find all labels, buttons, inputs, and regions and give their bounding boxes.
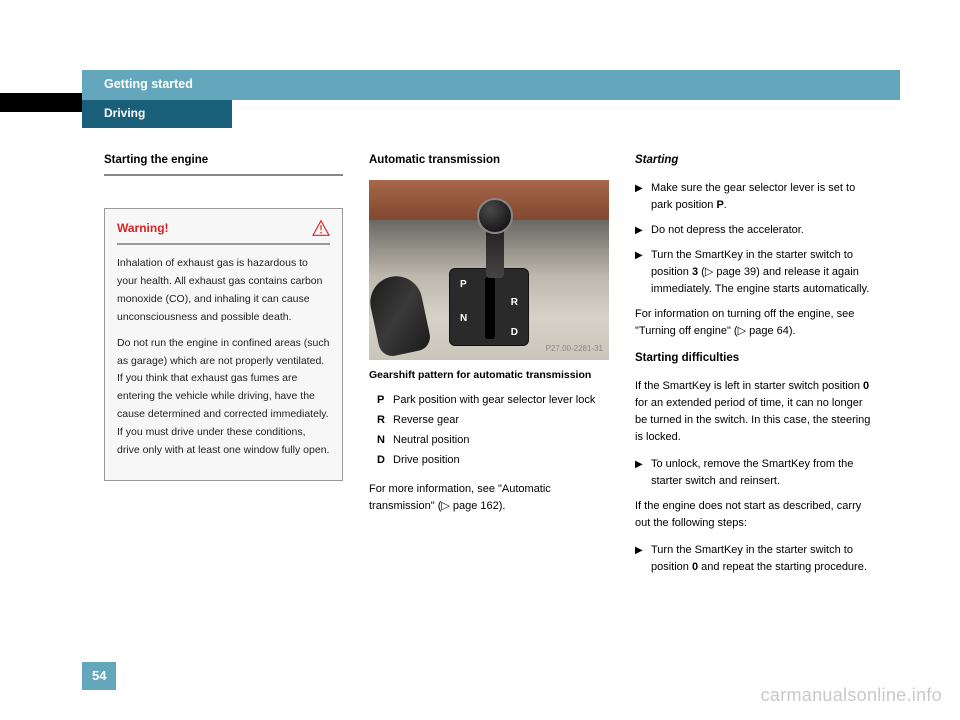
page-header: Getting started Driving — [82, 70, 900, 128]
column-3: Starting ▶ Make sure the gear selector l… — [635, 152, 874, 584]
info-para: For information on turning off the engin… — [635, 306, 874, 340]
warning-box: Warning! Inhalation of exhaust gas is ha… — [104, 208, 343, 481]
step-text: Do not depress the accelerator. — [651, 222, 874, 239]
def-val: Neutral position — [393, 432, 469, 449]
warning-p2: Do not run the engine in confined areas … — [117, 335, 330, 460]
step-text: Make sure the gear selector lever is set… — [651, 180, 874, 214]
gear-d-icon: D — [511, 325, 518, 341]
def-key: P — [377, 392, 393, 409]
col1-heading: Starting the engine — [104, 152, 343, 176]
def-row: R Reverse gear — [377, 412, 609, 429]
chapter-title: Getting started — [82, 70, 900, 100]
def-row: N Neutral position — [377, 432, 609, 449]
step-item: ▶ To unlock, remove the SmartKey from th… — [635, 456, 874, 490]
gear-r-icon: R — [511, 295, 518, 311]
def-key: D — [377, 452, 393, 469]
watermark: carmanualsonline.info — [761, 682, 942, 710]
def-row: D Drive position — [377, 452, 609, 469]
triangle-icon: ▶ — [635, 542, 651, 576]
gear-definitions: P Park position with gear selector lever… — [377, 392, 609, 469]
gear-p-icon: P — [460, 277, 467, 293]
step-item: ▶ Turn the SmartKey in the starter switc… — [635, 247, 874, 298]
content-area: Starting the engine Warning! Inhalation … — [104, 152, 874, 584]
step-text: Turn the SmartKey in the starter switch … — [651, 542, 874, 576]
image-ref: P27.00-2281-31 — [546, 343, 603, 355]
warning-icon — [312, 220, 330, 236]
column-1: Starting the engine Warning! Inhalation … — [104, 152, 343, 584]
def-val: Drive position — [393, 452, 460, 469]
def-val: Park position with gear selector lever l… — [393, 392, 595, 409]
gear-n-icon: N — [460, 311, 467, 327]
difficulties-subtitle: Starting difficulties — [635, 350, 874, 368]
warning-p1: Inhalation of exhaust gas is hazardous t… — [117, 255, 330, 326]
starting-subtitle: Starting — [635, 152, 874, 170]
def-row: P Park position with gear selector lever… — [377, 392, 609, 409]
triangle-icon: ▶ — [635, 456, 651, 490]
triangle-icon: ▶ — [635, 247, 651, 298]
page-number: 54 — [82, 662, 116, 690]
body-para: If the engine does not start as describe… — [635, 498, 874, 532]
warning-header: Warning! — [117, 219, 330, 246]
def-key: R — [377, 412, 393, 429]
step-item: ▶ Do not depress the accelerator. — [635, 222, 874, 239]
body-para: If the SmartKey is left in starter switc… — [635, 378, 874, 446]
def-key: N — [377, 432, 393, 449]
col2-heading: Automatic transmission — [369, 152, 609, 170]
step-text: Turn the SmartKey in the starter switch … — [651, 247, 874, 298]
triangle-icon: ▶ — [635, 180, 651, 214]
triangle-icon: ▶ — [635, 222, 651, 239]
step-item: ▶ Turn the SmartKey in the starter switc… — [635, 542, 874, 576]
step-text: To unlock, remove the SmartKey from the … — [651, 456, 874, 490]
more-info-para: For more information, see "Automatic tra… — [369, 481, 609, 515]
column-2: Automatic transmission P R N D P27.00-22… — [369, 152, 609, 584]
gearshift-illustration: P R N D P27.00-2281-31 — [369, 180, 609, 360]
def-val: Reverse gear — [393, 412, 459, 429]
warning-label: Warning! — [117, 219, 169, 238]
side-tab — [0, 93, 82, 112]
step-item: ▶ Make sure the gear selector lever is s… — [635, 180, 874, 214]
section-title: Driving — [82, 100, 232, 128]
warning-text: Inhalation of exhaust gas is hazardous t… — [117, 255, 330, 459]
illustration-caption: Gearshift pattern for automatic transmis… — [369, 368, 609, 382]
